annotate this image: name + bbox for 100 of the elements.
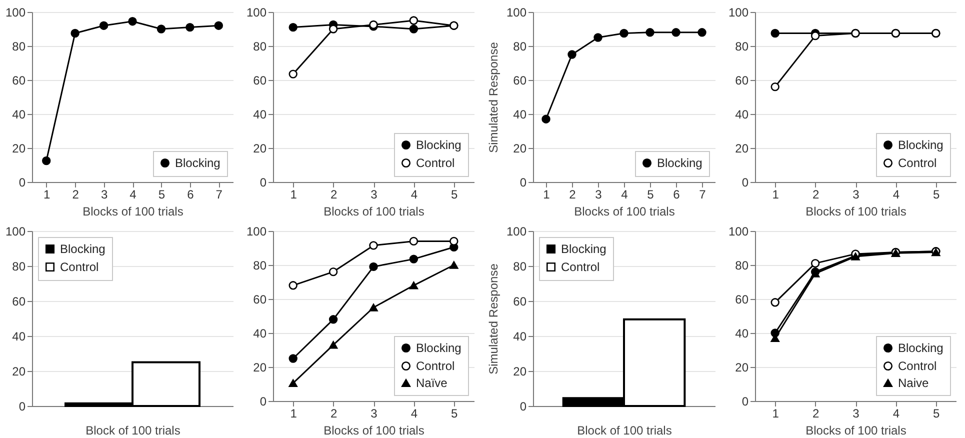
y-tick-label: 80 [513,40,527,54]
y-tick-label: 40 [735,326,749,340]
x-tick-label: 1 [44,188,51,202]
y-tick-label: 100 [246,224,267,238]
y-tick-label: 80 [12,40,26,54]
x-tick-label: 5 [933,188,940,202]
y-tick-label: 80 [12,260,26,274]
x-tick-label: 1 [290,406,298,420]
legend-label: Blocking [60,242,106,256]
x-tick-label: 3 [370,188,378,202]
y-tick-label: 60 [735,74,749,88]
x-tick-label: 5 [933,406,940,420]
y-tick-label: 20 [12,142,26,156]
y-tick-label: 0 [18,176,26,190]
y-tick-label: 80 [735,40,749,54]
x-tick-label: 4 [410,188,418,202]
y-tick-label: 80 [735,258,749,272]
y-tick-label: 0 [18,400,26,414]
x-tick-label: 2 [72,188,80,202]
legend-label: Blocking [175,156,220,170]
y-tick-label: 40 [253,326,267,340]
y-tick-label: 100 [728,224,749,238]
x-axis-title: Blocks of 100 trials [806,424,906,438]
x-tick-label: 2 [812,188,820,202]
x-tick-label: 1 [772,406,780,420]
y-tick-label: 20 [735,360,749,374]
x-tick-label: 3 [852,406,860,420]
y-tick-label: 20 [735,142,749,156]
legend-label: Control [60,260,99,274]
legend-label: Blocking [416,138,462,152]
legend-label: Blocking [898,341,944,355]
y-tick-label: 80 [253,40,267,54]
x-tick-label: 5 [647,188,654,202]
x-tick-label: 3 [370,406,378,420]
y-tick-label: 40 [253,108,267,122]
x-tick-label: 2 [330,406,338,420]
x-tick-label: 3 [595,188,602,202]
x-tick-label: 5 [451,188,458,202]
y-tick-label: 0 [742,176,749,190]
legend-label: Blocking [898,138,944,152]
y-tick-label: 20 [513,142,527,156]
y-tick-label: 0 [520,400,527,414]
y-tick-label: 20 [253,142,267,156]
y-tick-label: 20 [12,364,26,378]
x-tick-label: 4 [621,188,628,202]
x-tick-label: 7 [699,188,706,202]
x-tick-label: 6 [187,188,194,202]
y-tick-label: 100 [5,224,26,238]
legend-label: Control [561,260,600,274]
y-tick-label: 60 [12,294,26,308]
x-tick-label: 2 [569,188,576,202]
x-tick-label: 3 [852,188,860,202]
x-axis-title: Blocks of 100 trials [574,204,675,218]
x-tick-label: 4 [130,188,137,202]
legend-label: Control [416,156,455,170]
y-tick-label: 100 [506,6,527,20]
y-tick-label: 80 [253,258,267,272]
y-tick-label: 40 [12,330,26,344]
y-axis-title: Simulated Response [486,263,500,374]
x-tick-label: 4 [892,406,900,420]
x-axis-title: Blocks of 100 trials [324,204,424,218]
y-tick-label: 100 [728,6,749,20]
legend-label: Control [898,156,937,170]
x-axis-title: Blocks of 100 trials [806,204,906,218]
x-tick-label: 1 [543,188,550,202]
y-tick-label: 60 [253,74,267,88]
x-tick-label: 6 [673,188,680,202]
x-tick-label: 5 [451,406,458,420]
x-tick-label: 1 [290,188,298,202]
y-tick-label: 0 [520,176,527,190]
y-tick-label: 60 [253,292,267,306]
x-tick-label: 1 [772,188,780,202]
y-tick-label: 0 [742,394,749,408]
y-tick-label: 40 [735,108,749,122]
y-tick-label: 60 [513,294,527,308]
legend-label: Blocking [561,242,606,256]
y-axis-title: Simulated Response [486,42,500,153]
y-tick-label: 80 [513,260,527,274]
x-axis-title: Block of 100 trials [577,424,672,438]
y-tick-label: 100 [246,6,267,20]
y-tick-label: 60 [12,74,26,88]
y-tick-label: 40 [513,108,527,122]
y-tick-label: 0 [260,394,267,408]
x-tick-label: 2 [330,188,338,202]
y-tick-label: 60 [735,292,749,306]
legend-label: Blocking [657,156,702,170]
y-tick-label: 20 [513,364,527,378]
x-tick-label: 4 [892,188,900,202]
x-axis-title: Blocks of 100 trials [82,204,184,218]
legend-label: Naive [898,376,930,390]
x-tick-label: 3 [100,188,108,202]
x-tick-label: 2 [812,406,820,420]
x-tick-label: 7 [216,188,223,202]
y-tick-label: 40 [12,108,26,122]
x-axis-title: Block of 100 trials [86,424,180,438]
legend-label: Control [416,359,455,373]
x-tick-label: 4 [410,406,418,420]
legend-label: Blocking [416,341,462,355]
y-tick-label: 40 [513,330,527,344]
y-tick-label: 0 [260,176,267,190]
